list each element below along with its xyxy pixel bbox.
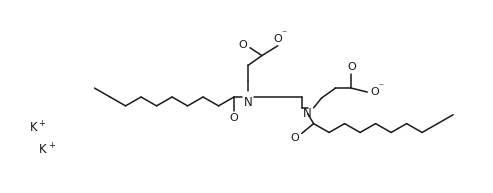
Text: ⁻: ⁻ (281, 29, 286, 39)
Text: O: O (370, 87, 379, 97)
Text: +: + (48, 141, 55, 150)
Text: +: + (38, 119, 44, 128)
Text: O: O (290, 133, 299, 143)
Text: O: O (347, 62, 356, 72)
Text: ⁻: ⁻ (379, 82, 384, 92)
Text: O: O (230, 113, 239, 123)
Text: O: O (239, 40, 247, 50)
Text: K: K (30, 121, 37, 134)
Text: O: O (274, 34, 282, 44)
Text: K: K (39, 143, 47, 156)
Text: N: N (244, 96, 252, 109)
Text: N: N (303, 107, 312, 120)
